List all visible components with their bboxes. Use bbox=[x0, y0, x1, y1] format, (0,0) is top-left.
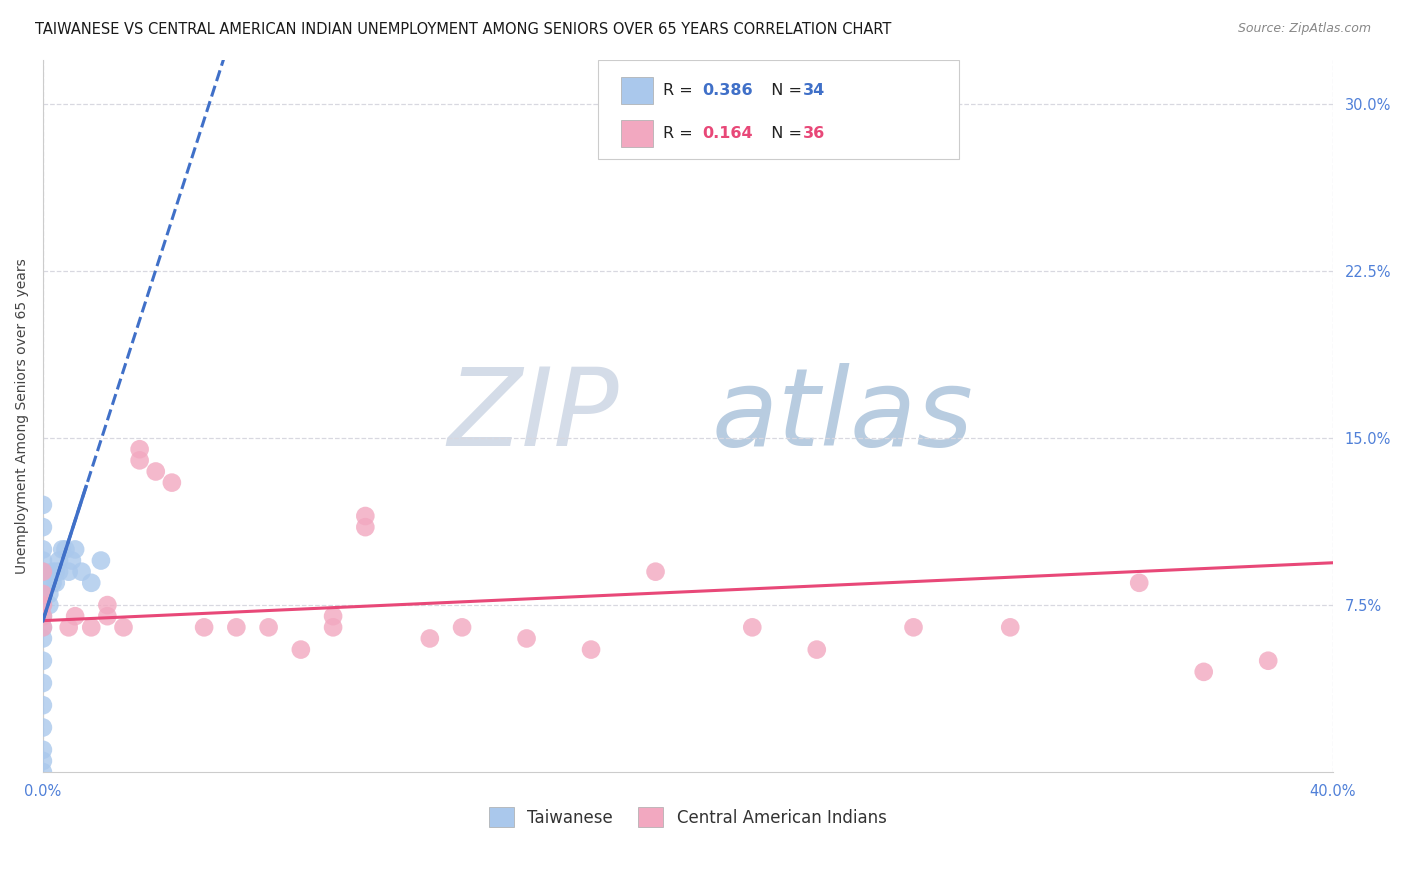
Y-axis label: Unemployment Among Seniors over 65 years: Unemployment Among Seniors over 65 years bbox=[15, 258, 30, 574]
Point bbox=[32, 765, 55, 780]
Point bbox=[193, 620, 215, 634]
Point bbox=[63, 609, 86, 624]
Point bbox=[160, 475, 183, 490]
Point bbox=[70, 565, 93, 579]
Point bbox=[112, 620, 135, 634]
Point bbox=[322, 609, 344, 624]
Text: N =: N = bbox=[761, 126, 807, 141]
Point bbox=[257, 620, 280, 634]
FancyBboxPatch shape bbox=[620, 120, 652, 147]
FancyBboxPatch shape bbox=[598, 60, 959, 160]
Point bbox=[516, 632, 538, 646]
Text: 36: 36 bbox=[803, 126, 825, 141]
Point bbox=[96, 609, 118, 624]
Point bbox=[354, 520, 377, 534]
Point bbox=[128, 442, 150, 457]
Legend: Taiwanese, Central American Indians: Taiwanese, Central American Indians bbox=[481, 799, 894, 835]
FancyBboxPatch shape bbox=[620, 77, 652, 104]
Point bbox=[32, 620, 55, 634]
Point bbox=[38, 598, 60, 612]
Point bbox=[32, 743, 55, 757]
Point bbox=[58, 620, 80, 634]
Point bbox=[80, 575, 103, 590]
Point bbox=[32, 498, 55, 512]
Point bbox=[32, 609, 55, 624]
Text: R =: R = bbox=[664, 126, 699, 141]
Point bbox=[145, 465, 167, 479]
Point bbox=[32, 520, 55, 534]
Point bbox=[32, 587, 55, 601]
Point bbox=[354, 508, 377, 523]
Point bbox=[32, 565, 55, 579]
Point bbox=[32, 609, 55, 624]
Point bbox=[32, 698, 55, 713]
Point bbox=[225, 620, 247, 634]
Text: ZIP: ZIP bbox=[447, 363, 619, 468]
Point bbox=[903, 620, 925, 634]
Text: atlas: atlas bbox=[711, 363, 973, 468]
Point bbox=[741, 620, 763, 634]
Point bbox=[806, 642, 828, 657]
Point bbox=[96, 598, 118, 612]
Point bbox=[1257, 654, 1279, 668]
Point bbox=[55, 542, 77, 557]
Point bbox=[451, 620, 474, 634]
Point bbox=[32, 542, 55, 557]
Point bbox=[45, 575, 67, 590]
Point bbox=[935, 120, 957, 134]
Point bbox=[90, 553, 112, 567]
Point bbox=[80, 620, 103, 634]
Point bbox=[51, 542, 73, 557]
Point bbox=[32, 598, 55, 612]
Point bbox=[45, 565, 67, 579]
Point bbox=[41, 575, 63, 590]
Point bbox=[1000, 620, 1022, 634]
Point bbox=[579, 642, 602, 657]
Text: Source: ZipAtlas.com: Source: ZipAtlas.com bbox=[1237, 22, 1371, 36]
Text: 34: 34 bbox=[803, 83, 825, 98]
Point bbox=[644, 565, 666, 579]
Text: R =: R = bbox=[664, 83, 699, 98]
Point bbox=[48, 553, 70, 567]
Point bbox=[41, 565, 63, 579]
Text: TAIWANESE VS CENTRAL AMERICAN INDIAN UNEMPLOYMENT AMONG SENIORS OVER 65 YEARS CO: TAIWANESE VS CENTRAL AMERICAN INDIAN UNE… bbox=[35, 22, 891, 37]
Point bbox=[128, 453, 150, 467]
Point bbox=[60, 553, 83, 567]
Point bbox=[32, 676, 55, 690]
Point bbox=[32, 754, 55, 768]
Point bbox=[63, 542, 86, 557]
Point bbox=[32, 632, 55, 646]
Point bbox=[32, 565, 55, 579]
Text: 0.386: 0.386 bbox=[702, 83, 752, 98]
Point bbox=[38, 587, 60, 601]
Point bbox=[32, 587, 55, 601]
Point bbox=[32, 620, 55, 634]
Point bbox=[58, 565, 80, 579]
Point bbox=[1128, 575, 1150, 590]
Text: 0.164: 0.164 bbox=[702, 126, 752, 141]
Point bbox=[32, 654, 55, 668]
Point bbox=[290, 642, 312, 657]
Point bbox=[419, 632, 441, 646]
Point bbox=[32, 575, 55, 590]
Text: N =: N = bbox=[761, 83, 807, 98]
Point bbox=[32, 721, 55, 735]
Point bbox=[48, 565, 70, 579]
Point bbox=[322, 620, 344, 634]
Point bbox=[1192, 665, 1215, 679]
Point bbox=[32, 598, 55, 612]
Point bbox=[32, 553, 55, 567]
